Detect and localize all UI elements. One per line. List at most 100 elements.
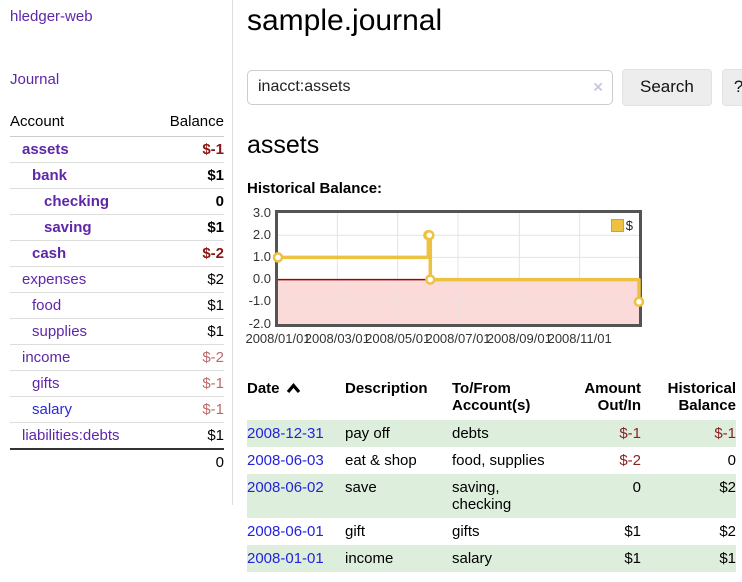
transaction-description: gift <box>345 522 366 540</box>
account-balance: $-1 <box>153 396 224 423</box>
accounts-total-row: 0 <box>10 448 224 475</box>
register-row: 2008-06-02 save saving, checking 0 $2 <box>247 473 736 518</box>
transaction-accounts: salary <box>452 549 493 567</box>
account-link[interactable]: food <box>32 297 62 314</box>
account-link[interactable]: saving <box>44 219 92 236</box>
account-row: checking 0 <box>10 188 224 215</box>
journal-link[interactable]: Journal <box>10 71 60 88</box>
y-axis-tick: 3.0 <box>252 204 271 220</box>
legend-label: $ <box>625 217 633 233</box>
chart-title: Historical Balance: <box>247 179 383 197</box>
x-axis-tick: 2008/03/01 <box>304 330 370 346</box>
account-name-cell: supplies <box>10 318 154 345</box>
account-row: expenses $2 <box>10 266 224 293</box>
account-balance: $-1 <box>153 136 224 163</box>
x-axis-tick: 2008/09/01 <box>486 330 552 346</box>
x-axis-tick: 2008/01/01 <box>245 330 311 346</box>
account-name-cell: income <box>10 344 154 371</box>
account-row: salary $-1 <box>10 396 224 423</box>
account-row: gifts $-1 <box>10 370 224 397</box>
transaction-accounts: gifts <box>452 522 480 540</box>
account-link[interactable]: bank <box>32 167 68 184</box>
transaction-date-link[interactable]: 2008-06-01 <box>247 522 324 540</box>
search-box: × <box>247 69 613 105</box>
transaction-description: eat & shop <box>345 451 417 469</box>
help-button[interactable]: ? <box>721 68 742 106</box>
account-row: liabilities:debts $1 <box>10 422 224 450</box>
account-name-cell: salary <box>10 396 154 423</box>
account-name-cell: cash <box>10 240 154 267</box>
account-balance: 0 <box>153 188 224 215</box>
register-row: 2008-01-01 income salary $1 $1 <box>247 544 736 572</box>
transaction-description: income <box>345 549 394 567</box>
transaction-date-link[interactable]: 2008-06-03 <box>247 451 324 469</box>
x-axis-tick: 2008/05/01 <box>365 330 431 346</box>
transaction-date-cell: 2008-01-01 <box>247 545 345 572</box>
transaction-description: pay off <box>345 424 390 442</box>
account-link[interactable]: salary <box>32 401 73 418</box>
register-row: 2008-12-31 pay off debts $-1 $-1 <box>247 419 736 447</box>
chart-legend: $ <box>610 217 633 233</box>
search-bar: × Search ? <box>247 68 742 106</box>
sort-ascending-icon <box>286 381 301 398</box>
register-table: Date Description To/From Account(s) Amou… <box>247 378 736 572</box>
account-heading: assets <box>247 130 320 159</box>
transaction-balance: 0 <box>727 451 736 469</box>
accounts-header-balance: Balance <box>153 109 224 137</box>
transaction-date-link[interactable]: 2008-01-01 <box>247 549 324 567</box>
accounts-total-value: 0 <box>153 448 224 475</box>
account-name-cell: expenses <box>10 266 154 293</box>
y-axis-tick: 0.0 <box>252 271 271 287</box>
transaction-accounts: debts <box>452 424 489 442</box>
account-link[interactable]: cash <box>32 245 67 262</box>
y-axis-tick: -2.0 <box>248 315 271 331</box>
account-link[interactable]: checking <box>44 193 110 210</box>
account-name-cell: food <box>10 292 154 319</box>
account-link[interactable]: liabilities:debts <box>22 427 120 444</box>
chart-plot-area: $ <box>272 209 645 327</box>
account-balance: $1 <box>153 162 224 189</box>
account-balance: $1 <box>153 318 224 345</box>
transaction-amount: 0 <box>632 478 641 496</box>
transaction-date-link[interactable]: 2008-06-02 <box>247 478 324 496</box>
register-row: 2008-06-03 eat & shop food, supplies $-2 0 <box>247 447 736 474</box>
y-axis-tick: 2.0 <box>252 226 271 242</box>
account-link[interactable]: expenses <box>22 271 87 288</box>
register-header-amount: Amount Out/In <box>584 379 641 414</box>
account-row: saving $1 <box>10 214 224 241</box>
x-axis-tick: 2008/07/01 <box>425 330 491 346</box>
account-name-cell: checking <box>10 188 154 215</box>
account-row: supplies $1 <box>10 318 224 345</box>
y-axis-tick: -1.0 <box>248 293 271 309</box>
accounts-table: Account Balance assets $-1 bank $1 checking 0… <box>10 109 224 475</box>
clear-search-icon[interactable]: × <box>593 77 603 97</box>
transaction-accounts: saving, checking <box>452 478 512 513</box>
transaction-description: save <box>345 478 377 496</box>
historical-balance-chart[interactable]: 3.0 2.0 1.0 0.0 -1.0 -2.0 $ 2008/01/01 2008/03… <box>245 205 742 356</box>
transaction-date-cell: 2008-12-31 <box>247 420 345 447</box>
register-header-accounts: To/From Account(s) <box>452 379 531 414</box>
account-balance: $-2 <box>153 344 224 371</box>
account-balance: $1 <box>153 214 224 241</box>
account-link[interactable]: gifts <box>32 375 60 392</box>
register-header-row: Date Description To/From Account(s) Amou… <box>247 378 736 420</box>
page-title: sample.journal <box>247 4 443 37</box>
search-input[interactable] <box>247 69 613 105</box>
transaction-date-link[interactable]: 2008-12-31 <box>247 424 324 442</box>
register-header-date[interactable]: Date <box>247 378 345 420</box>
search-button[interactable]: Search <box>622 68 712 106</box>
account-name-cell: gifts <box>10 370 154 397</box>
account-balance: $-1 <box>153 370 224 397</box>
register-row: 2008-06-01 gift gifts $1 $2 <box>247 518 736 545</box>
accounts-header-account: Account <box>10 109 154 137</box>
account-link[interactable]: assets <box>22 141 69 158</box>
accounts-header-row: Account Balance <box>10 109 224 137</box>
account-link[interactable]: supplies <box>32 323 88 340</box>
date-header-label: Date <box>247 379 280 397</box>
chart-svg <box>272 212 645 324</box>
app-title-link[interactable]: hledger-web <box>10 8 93 25</box>
account-link[interactable]: income <box>22 349 71 366</box>
account-row: assets $-1 <box>10 136 224 163</box>
account-name-cell: saving <box>10 214 154 241</box>
